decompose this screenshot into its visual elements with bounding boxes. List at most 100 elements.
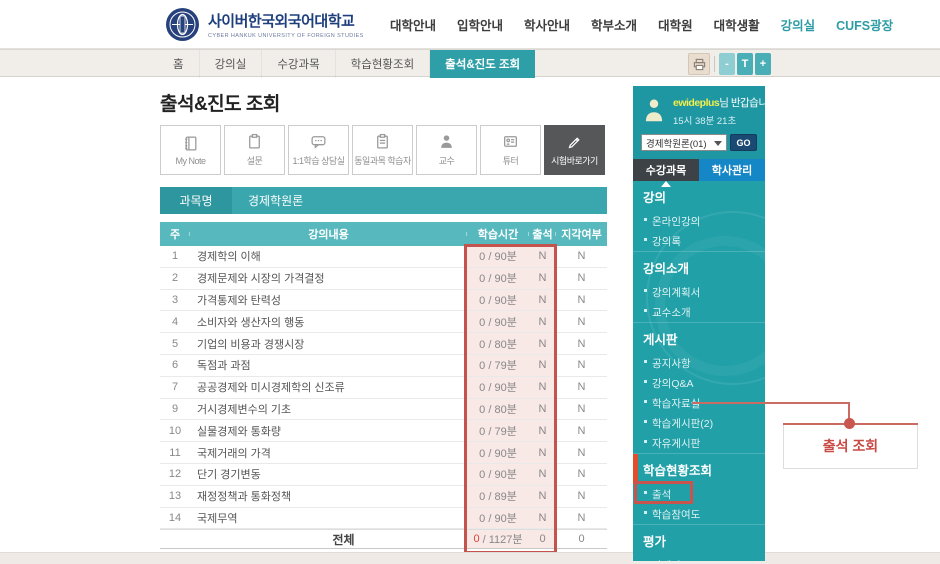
- cell-study-time: 0 / 90분: [467, 246, 529, 267]
- cell-lateness: N: [577, 272, 586, 285]
- person-icon: [438, 133, 455, 150]
- font-increase-button[interactable]: +: [755, 53, 771, 75]
- table-row: 13 재정정책과 통화정책 0 / 89분 N N: [160, 485, 607, 508]
- tab-enrolled-courses[interactable]: 수강과목: [633, 159, 699, 187]
- table-row: 5 기업의 비용과 경쟁시장 0 / 80분 N N: [160, 333, 607, 355]
- annotation-connector-horizontal: [692, 402, 850, 404]
- sidebar-menu-entry[interactable]: 학습게시판(2): [633, 413, 765, 433]
- notebook-icon: [182, 135, 199, 152]
- greeting-text: 님 반갑습니다.: [719, 97, 780, 109]
- global-nav-item[interactable]: 강의실: [780, 19, 816, 33]
- cell-attendance: N: [529, 267, 556, 289]
- cell-attendance: N: [529, 463, 556, 485]
- cell-attendance: N: [529, 485, 556, 507]
- cell-lateness: N: [577, 337, 586, 350]
- tab-academic-affairs[interactable]: 학사관리: [699, 159, 765, 181]
- survey-button[interactable]: 설문: [224, 125, 285, 175]
- lms-tabs: 홈 강의실 수강과목 학습현황조회 출석&진도 조회: [158, 50, 536, 78]
- sidebar-menu-entry: 평가: [633, 524, 765, 555]
- sidebar-menu-entry[interactable]: 출석: [633, 481, 765, 504]
- course-select-row: 경제학원론(01) GO: [641, 134, 757, 151]
- subject-bar: 과목명 경제학원론: [160, 187, 607, 214]
- cell-study-time: 0 / 90분: [467, 289, 529, 311]
- cell-study-time: 0 / 90분: [467, 463, 529, 485]
- sidebar-menu-entry[interactable]: 과제방: [633, 555, 765, 562]
- global-nav-item[interactable]: 대학생활: [713, 19, 760, 33]
- cell-week: 10: [168, 424, 182, 437]
- lms-tab[interactable]: 홈: [158, 50, 200, 78]
- cell-lateness: N: [577, 446, 586, 459]
- lms-tab[interactable]: 학습현황조회: [336, 50, 431, 78]
- cell-week: 12: [168, 468, 182, 481]
- global-nav-item[interactable]: 학부소개: [591, 19, 638, 33]
- print-button[interactable]: [688, 53, 710, 75]
- global-nav: 대학안내 입학안내 학사안내 학부소개 대학원 대학생활 강의실 CUFS광장: [390, 0, 893, 49]
- logo-subtitle: CYBER HANKUK UNIVERSITY OF FOREIGN STUDI…: [208, 33, 364, 39]
- cell-lateness: N: [577, 468, 586, 481]
- cell-attendance: N: [529, 376, 556, 398]
- lms-tab[interactable]: 강의실: [200, 50, 263, 78]
- table-row: 9 거시경제변수의 기초 0 / 80분 N N: [160, 398, 607, 421]
- toolbar-divider: [714, 56, 715, 72]
- table-header-row: 주 강의내용 학습시간 출석 지각여부: [160, 222, 607, 246]
- chevron-down-icon: [713, 141, 722, 146]
- go-button[interactable]: GO: [729, 134, 757, 151]
- sidebar-menu-entry[interactable]: 자유게시판: [633, 433, 765, 453]
- my-note-button[interactable]: My Note: [160, 125, 221, 175]
- sidebar-menu-entry[interactable]: 교수소개: [633, 302, 765, 322]
- global-nav-item[interactable]: 입학안내: [457, 19, 504, 33]
- cell-content: 단기 경기변동: [197, 469, 261, 482]
- sidebar-menu-entry: 학습현황조회: [633, 453, 765, 484]
- sidebar-menu-entry[interactable]: 강의계획서: [633, 282, 765, 302]
- annotation-connector-dot: [844, 418, 855, 429]
- global-nav-item[interactable]: CUFS광장: [836, 19, 894, 33]
- font-decrease-button[interactable]: -: [719, 53, 735, 75]
- sidebar-menu-entry: 강의: [643, 191, 667, 205]
- subject-value: 경제학원론: [248, 194, 304, 208]
- sidebar-menu-entry[interactable]: 공지사항: [633, 353, 765, 373]
- cell-week: 2: [171, 272, 179, 285]
- font-size-button[interactable]: T: [737, 53, 753, 75]
- same-course-learners-button[interactable]: 동일과목 학습자: [352, 125, 413, 175]
- cell-week: 4: [171, 315, 179, 328]
- cell-week: 1: [171, 250, 179, 263]
- pencil-icon: [566, 133, 583, 150]
- global-nav-item[interactable]: 대학원: [658, 19, 693, 33]
- cell-study-time: 0 / 80분: [467, 398, 529, 420]
- total-attendance: 0: [529, 530, 556, 549]
- user-avatar-icon: [644, 97, 664, 123]
- cell-week: 14: [168, 511, 182, 524]
- table-row: 7 공공경제와 미시경제학의 신조류 0 / 90분 N N: [160, 376, 607, 399]
- table-row: 1 경제학의 이해 0 / 90분 N N: [160, 246, 607, 268]
- cell-content: 기업의 비용과 경쟁시장: [197, 338, 305, 351]
- tutor-button[interactable]: 튜터: [480, 125, 541, 175]
- course-select[interactable]: 경제학원론(01): [641, 134, 727, 151]
- sidebar-menu-entry: 게시판: [633, 322, 765, 353]
- counseling-button[interactable]: 1:1학습 상담실: [288, 125, 349, 175]
- cell-lateness: N: [577, 402, 586, 415]
- global-nav-item[interactable]: 학사안내: [524, 19, 571, 33]
- professor-button[interactable]: 교수: [416, 125, 477, 175]
- cell-attendance: N: [529, 507, 556, 529]
- sidebar-menu-entry[interactable]: 온라인강의: [633, 211, 765, 231]
- table-total-row: 전체 0 / 1127분 0 0: [160, 529, 607, 550]
- quick-toolbar: My Note 설문: [160, 125, 607, 175]
- logo[interactable]: 사이버한국외국어대학교 CYBER HANKUK UNIVERSITY OF F…: [165, 7, 364, 42]
- table-row: 12 단기 경기변동 0 / 90분 N N: [160, 463, 607, 486]
- lms-tab[interactable]: 수강과목: [262, 50, 336, 78]
- sidebar-menu-entry[interactable]: 강의록: [633, 231, 765, 251]
- lms-tab[interactable]: 출석&진도 조회: [430, 50, 536, 78]
- attendance-callout: 출석 조회: [783, 423, 918, 469]
- main-content: 출석&진도 조회 My Note: [160, 77, 607, 554]
- cell-content: 국제무역: [197, 512, 238, 525]
- global-nav-item[interactable]: 대학안내: [390, 19, 437, 33]
- clipboard-list-icon: [374, 133, 391, 150]
- sidebar-menu-entry[interactable]: 강의Q&A: [633, 373, 765, 393]
- cell-content: 소비자와 생산자의 행동: [197, 316, 305, 329]
- go-to-exam-button[interactable]: 시험바로가기: [544, 125, 605, 175]
- sidebar-menu-entry[interactable]: 학습자료실: [633, 393, 765, 413]
- cell-week: 9: [171, 402, 179, 415]
- sidebar-menu-entry[interactable]: 학습참여도: [633, 504, 765, 524]
- footer-strip: [0, 552, 940, 564]
